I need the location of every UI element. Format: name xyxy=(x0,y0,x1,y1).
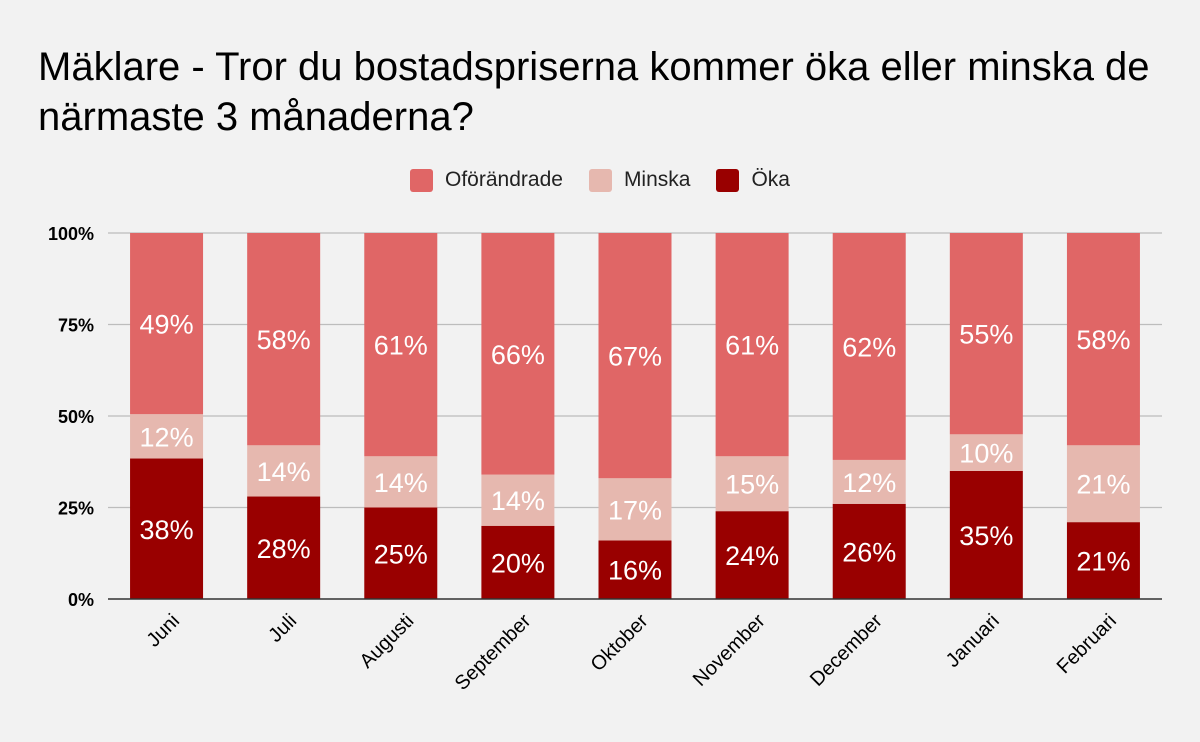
bar-oka-oktober xyxy=(598,540,672,599)
data-label: 10% xyxy=(959,439,1013,469)
bar-oka-juni xyxy=(130,458,204,599)
bar-minska-augusti xyxy=(364,456,438,508)
data-label: 14% xyxy=(257,457,311,487)
x-tick-label: Januari xyxy=(942,610,1004,672)
bar-oforandrade-oktober xyxy=(598,233,672,479)
legend-item-minska: Minska xyxy=(588,168,691,192)
bar-oka-november xyxy=(715,511,789,599)
data-label: 21% xyxy=(1076,547,1130,577)
bar-minska-november xyxy=(715,456,789,512)
chart-legend: Oförändrade Minska Öka xyxy=(0,166,1200,194)
bar-oforandrade-juni xyxy=(130,233,204,415)
data-label: 35% xyxy=(959,521,1013,551)
x-tick-label: Oktober xyxy=(587,610,653,676)
x-tick-label: September xyxy=(451,610,536,695)
bar-minska-januari xyxy=(949,434,1023,471)
data-label: 12% xyxy=(842,468,896,498)
bar-minska-juli xyxy=(247,445,321,497)
data-label: 14% xyxy=(491,486,545,516)
data-label: 25% xyxy=(374,539,428,569)
bar-oforandrade-september xyxy=(481,233,555,475)
data-label: 67% xyxy=(608,342,662,372)
bar-minska-oktober xyxy=(598,478,672,541)
x-tick-label: December xyxy=(806,610,887,691)
legend-item-oka: Öka xyxy=(716,168,790,192)
bar-minska-februari xyxy=(1066,445,1140,523)
y-tick-label: 75% xyxy=(58,316,94,336)
data-label: 58% xyxy=(1076,325,1130,355)
data-label: 61% xyxy=(725,331,779,361)
y-tick-label: 25% xyxy=(58,499,94,519)
bar-oka-december xyxy=(832,503,906,599)
bar-oka-februari xyxy=(1066,522,1140,599)
data-label: 16% xyxy=(608,556,662,586)
legend-label: Minska xyxy=(623,168,691,191)
bar-minska-juni xyxy=(130,414,204,459)
bar-oforandrade-februari xyxy=(1066,233,1140,446)
bar-oforandrade-augusti xyxy=(364,233,438,457)
data-label: 24% xyxy=(725,541,779,571)
data-label: 26% xyxy=(842,537,896,567)
data-label: 20% xyxy=(491,548,545,578)
y-tick-label: 50% xyxy=(58,407,94,427)
bar-oforandrade-december xyxy=(832,233,906,460)
data-label: 17% xyxy=(608,495,662,525)
legend-swatch xyxy=(410,168,434,192)
data-label: 62% xyxy=(842,332,896,362)
data-label: 38% xyxy=(140,515,194,545)
data-label: 55% xyxy=(959,320,1013,350)
legend-item-oforandrade: Oförändrade xyxy=(410,168,563,192)
bar-minska-december xyxy=(832,459,906,504)
legend-swatch xyxy=(716,168,740,192)
data-label: 58% xyxy=(257,325,311,355)
data-label: 49% xyxy=(140,310,194,340)
x-tick-label: Juni xyxy=(143,610,185,652)
y-tick-label: 100% xyxy=(48,224,94,244)
legend-swatch xyxy=(588,168,612,192)
legend-label: Oförändrade xyxy=(445,168,563,191)
bar-oka-september xyxy=(481,525,555,599)
bar-minska-september xyxy=(481,474,555,526)
data-label: 28% xyxy=(257,534,311,564)
y-tick-label: 0% xyxy=(68,590,94,610)
bar-oka-augusti xyxy=(364,507,438,599)
data-label: 66% xyxy=(491,340,545,370)
data-label: 12% xyxy=(140,422,194,452)
legend-label: Öka xyxy=(751,168,790,191)
data-label: 15% xyxy=(725,470,779,500)
x-tick-label: Juli xyxy=(264,610,301,647)
data-label: 14% xyxy=(374,468,428,498)
data-label: 21% xyxy=(1076,470,1130,500)
x-tick-label: November xyxy=(689,610,770,691)
bar-oka-juli xyxy=(247,496,321,599)
x-tick-label: Februari xyxy=(1053,610,1121,678)
chart-title: Mäklare - Tror du bostadspriserna kommer… xyxy=(38,45,1150,139)
data-label: 61% xyxy=(374,331,428,361)
x-tick-label: Augusti xyxy=(356,610,419,673)
bar-oforandrade-januari xyxy=(949,233,1023,435)
bar-oforandrade-november xyxy=(715,233,789,457)
bar-oforandrade-juli xyxy=(247,233,321,446)
bar-oka-januari xyxy=(949,470,1023,599)
